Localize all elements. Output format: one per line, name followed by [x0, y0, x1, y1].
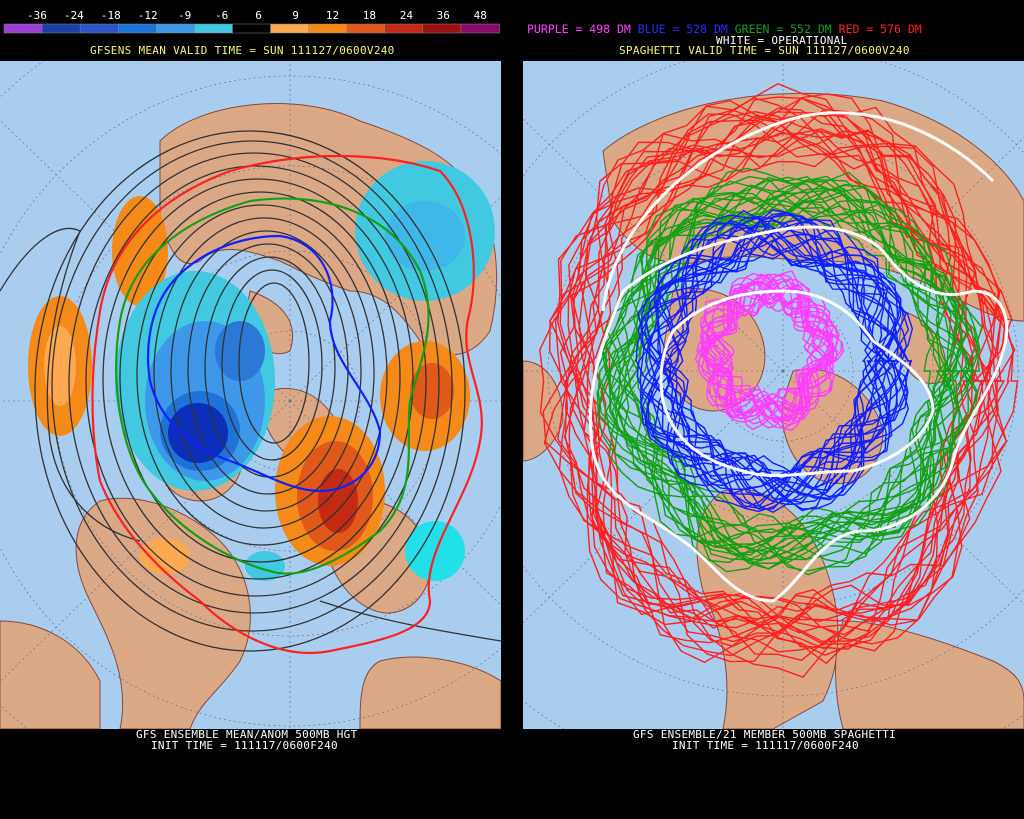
ensemble-member-line: [617, 180, 959, 560]
ensemble-member-line: [557, 106, 1002, 657]
colorbar-swatch: [422, 23, 462, 34]
colorbar-tick-label: 6: [255, 9, 262, 22]
panel-divider: [501, 0, 523, 819]
spaghetti-panel: PURPLE = 498 DM BLUE = 528 DM GREEN = 55…: [523, 0, 1024, 819]
ensemble-member-line: [577, 130, 979, 629]
anomaly-colorbar: -36 -24 -18 -12 -9 -6 6 9 12 18 24 36 48: [3, 9, 500, 34]
colorbar-swatch: [384, 23, 424, 34]
ensemble-member-line: [637, 218, 910, 509]
colorbar-swatch: [194, 23, 234, 34]
ensemble-member-line: [641, 212, 907, 510]
colorbar-swatch: [308, 23, 348, 34]
ensemble-member-line: [641, 208, 914, 498]
colorbar-swatch: [41, 23, 81, 34]
ensemble-member-line: [711, 280, 835, 421]
ensemble-member-line: [652, 218, 913, 504]
ensemble-member-line: [597, 183, 980, 564]
colorbar-tick-label: -18: [101, 9, 121, 22]
colorbar-swatch: [3, 23, 43, 34]
operational-label: WHITE = OPERATIONAL: [716, 34, 848, 47]
colorbar-swatch: [156, 23, 196, 34]
colorbar-tick-label: 9: [292, 9, 299, 22]
ensemble-member-line: [595, 175, 953, 561]
legend-red: RED = 576 DM: [838, 22, 922, 36]
ensemble-member-line: [656, 220, 888, 502]
colorbar-swatch: [117, 23, 158, 34]
height-anomaly-shading: [28, 161, 495, 581]
colorbar-tick-label: 12: [326, 9, 339, 22]
left-valid-time-title: GFSENS MEAN VALID TIME = SUN 111127/0600…: [90, 44, 395, 57]
ensemble-mean-map: [0, 61, 501, 729]
ensemble-member-line: [568, 97, 1014, 652]
ensemble-member-line: [559, 110, 984, 643]
ensemble-member-line: [701, 277, 835, 425]
right-valid-time-title: SPAGHETTI VALID TIME = SUN 111127/0600V2…: [619, 44, 910, 57]
colorbar-tick-label: -12: [138, 9, 158, 22]
colorbar-tick-label: -36: [27, 9, 47, 22]
ensemble-member-line: [609, 192, 966, 565]
contour-528: [146, 234, 382, 493]
ensemble-member-line: [700, 273, 839, 422]
colorbar-swatch: [460, 23, 500, 34]
ensemble-member-line: [644, 221, 899, 497]
ensemble-member-line: [696, 283, 839, 419]
spaghetti-map: [523, 61, 1024, 729]
colorbar-swatch: [79, 23, 119, 34]
operational-contours: [588, 111, 1009, 603]
ensemble-member-line: [554, 113, 1008, 650]
ensemble-member-line: [604, 180, 977, 565]
ensemble-member-line: [636, 219, 893, 507]
right-bottom-title: GFS ENSEMBLE/21 MEMBER 500MB SPAGHETTI: [633, 728, 897, 741]
colorbar-tick-label: -6: [215, 9, 228, 22]
colorbar-tick-label: 48: [474, 9, 487, 22]
colorbar-tick-label: 36: [437, 9, 450, 22]
ensemble-member-line: [648, 225, 891, 495]
spaghetti-contours: [539, 83, 1019, 679]
ensemble-member-line: [572, 114, 998, 632]
ensemble-mean-panel: -36 -24 -18 -12 -9 -6 6 9 12 18 24 36 48 GFSENS MEAN…: [0, 0, 501, 819]
ensemble-member-line: [643, 216, 899, 503]
ensemble-member-line: [539, 83, 1019, 679]
colorbar-tick-label: 18: [363, 9, 376, 22]
ensemble-member-line: [703, 273, 833, 429]
colorbar-swatch: [270, 23, 310, 34]
colorbar-tick-label: -24: [64, 9, 84, 22]
legend-green: GREEN = 552 DM: [734, 22, 832, 36]
colorbar-tick-label: -9: [178, 9, 191, 22]
ensemble-member-line: [559, 96, 1007, 645]
colorbar-tick-label: 24: [400, 9, 414, 22]
contour-576: [91, 154, 483, 655]
right-init-time: INIT TIME = 111117/0600F240: [672, 739, 859, 752]
ensemble-member-line: [571, 111, 1002, 643]
legend-blue: BLUE = 528 DM: [637, 22, 728, 36]
colorbar-swatch: [232, 23, 272, 34]
ensemble-member-line: [564, 119, 992, 650]
height-contours: [0, 130, 501, 652]
contour-552: [115, 197, 430, 575]
ensemble-member-line: [615, 184, 960, 560]
left-bottom-title: GFS ENSEMBLE MEAN/ANOM 500MB HGT: [136, 728, 358, 741]
contour-legend: PURPLE = 498 DM BLUE = 528 DM GREEN = 55…: [527, 22, 922, 36]
left-init-time: INIT TIME = 111117/0600F240: [151, 739, 338, 752]
ensemble-member-line: [563, 128, 990, 653]
legend-purple: PURPLE = 498 DM: [527, 22, 631, 36]
ensemble-member-line: [635, 214, 912, 513]
colorbar-swatch: [346, 23, 386, 34]
